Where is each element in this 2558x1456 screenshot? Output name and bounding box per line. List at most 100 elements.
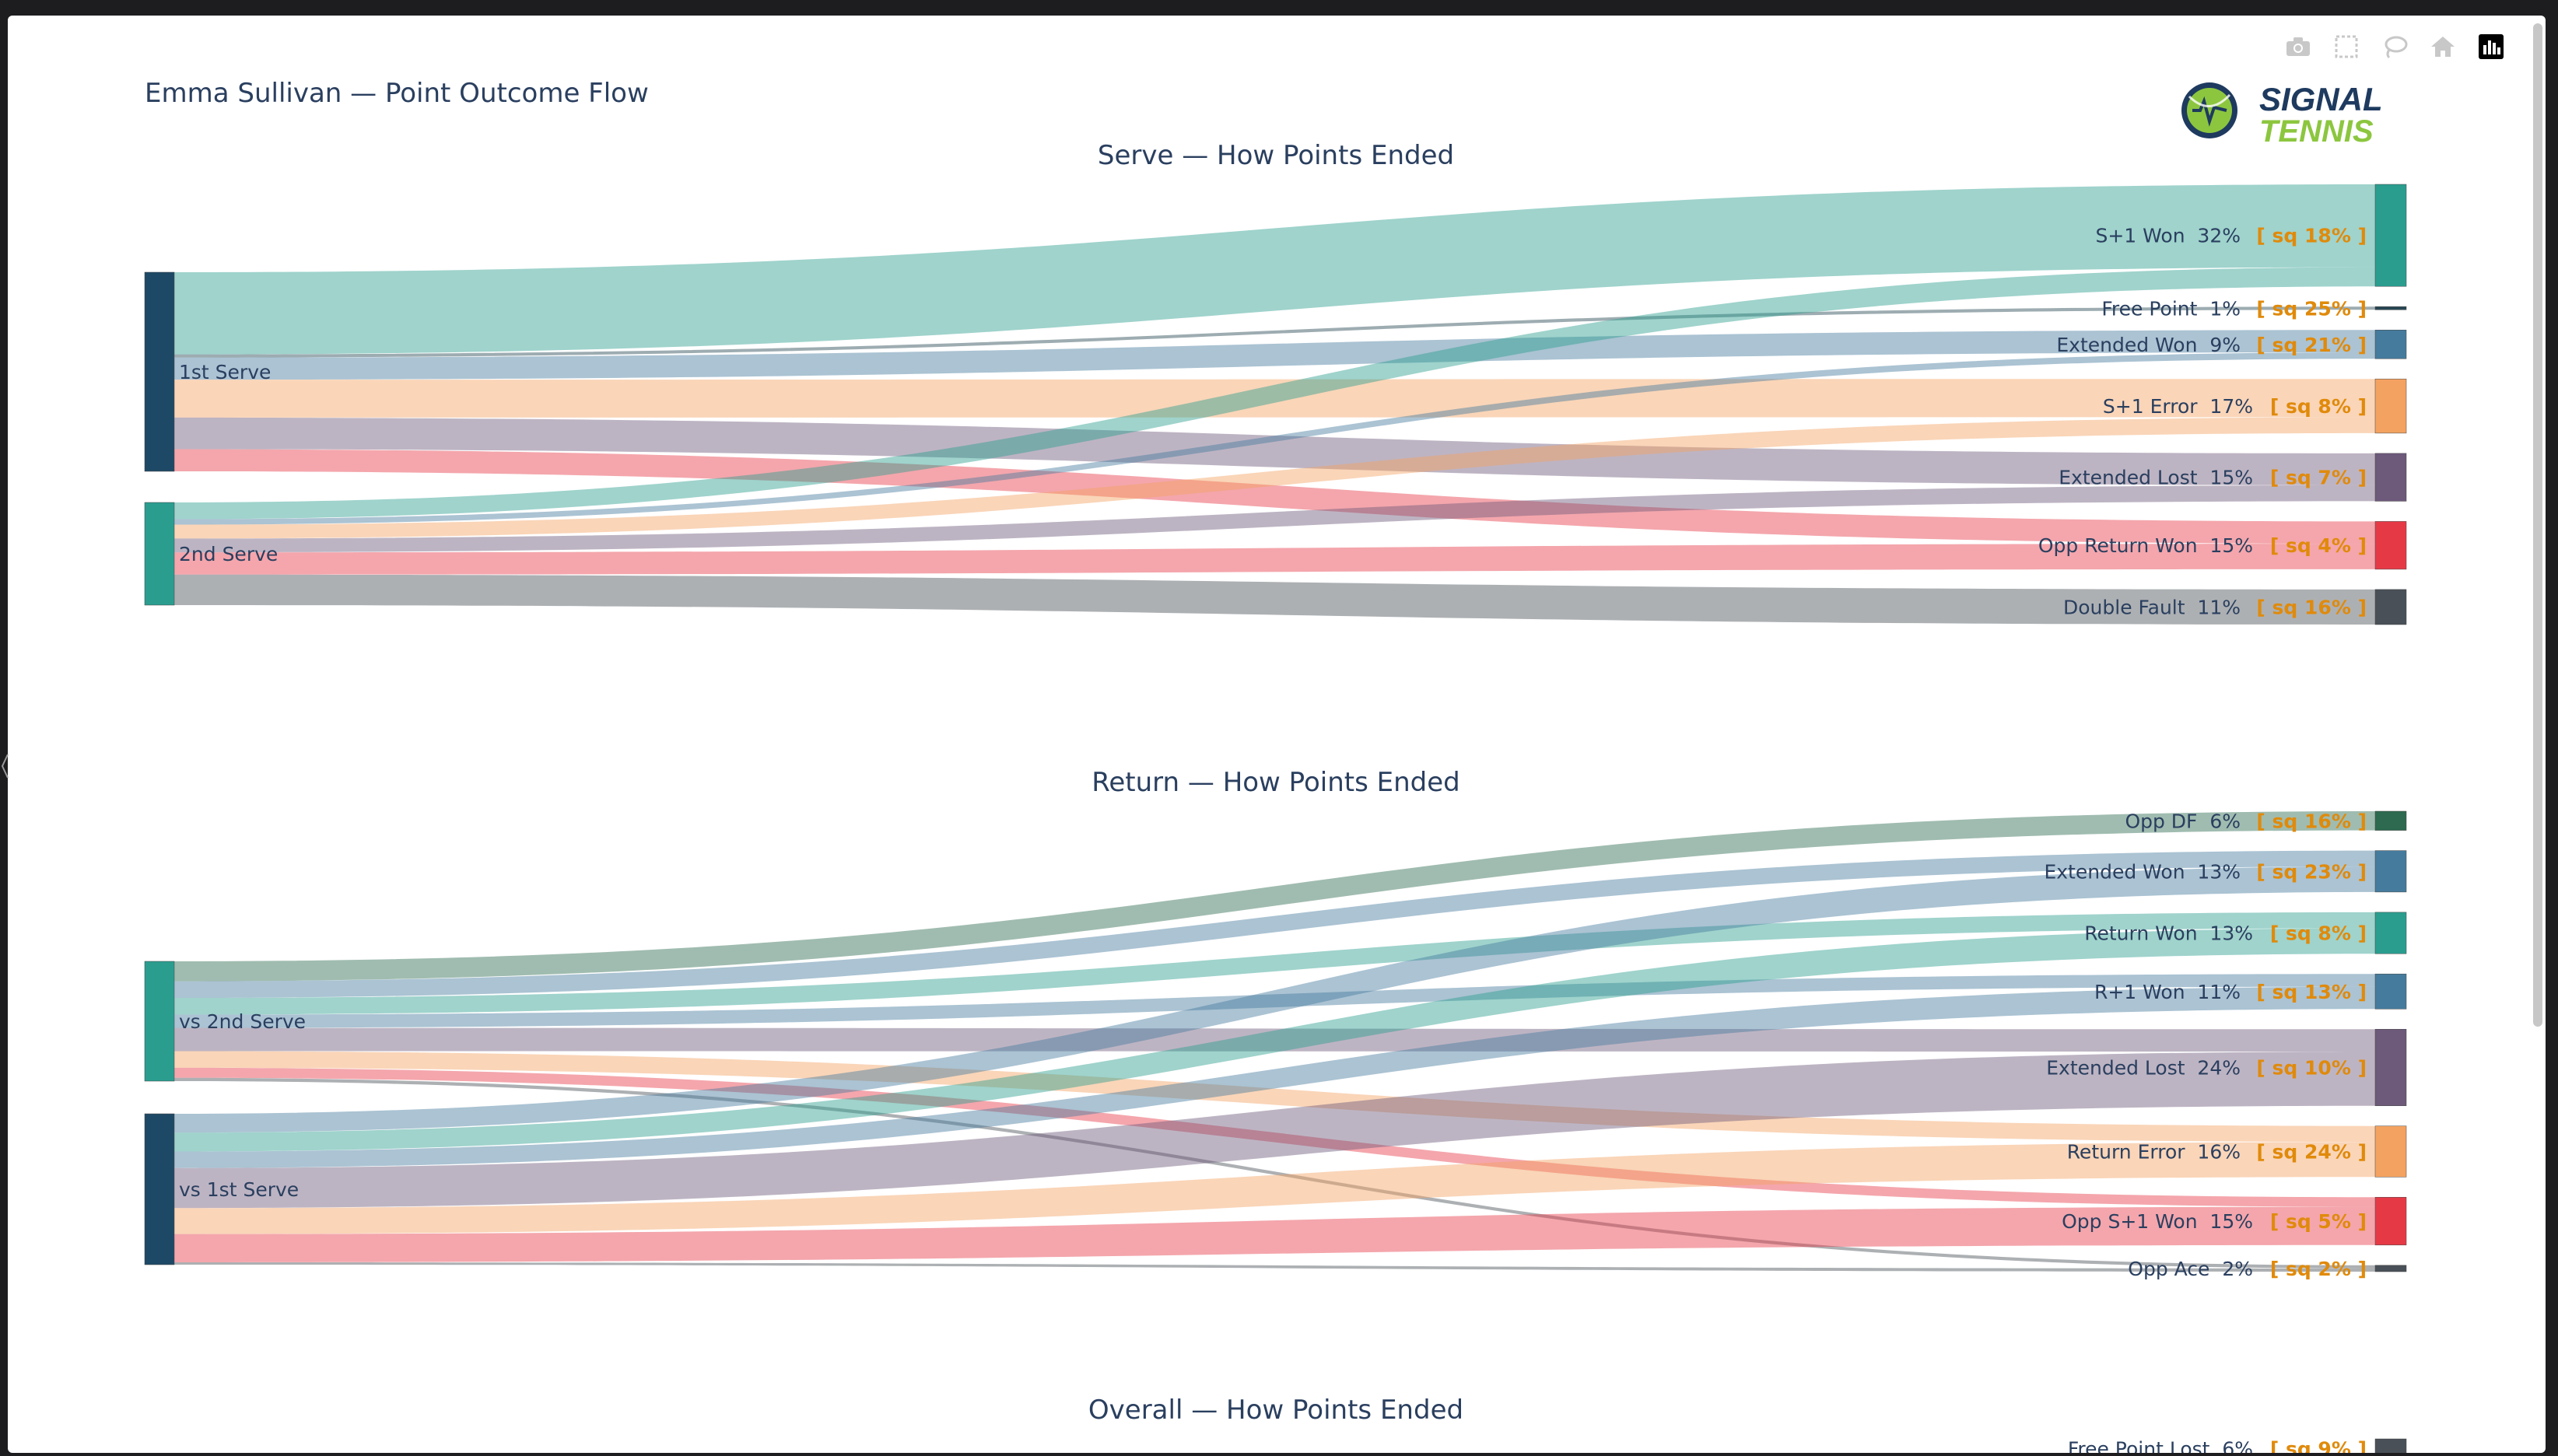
target-label: Return Error 16% [2067,1141,2241,1164]
target-label: Extended Lost 24% [2046,1057,2241,1080]
sankey-link[interactable]: vs 1st Serve → Return Error [174,1142,2375,1234]
target-node[interactable] [2374,589,2407,625]
target-node[interactable] [2374,810,2407,831]
target-label: Double Fault 11% [2063,596,2241,618]
sankey-link[interactable]: vs 1st Serve → Opp S+1 Won [174,1206,2375,1262]
lasso-icon[interactable] [2381,33,2409,61]
target-label: Return Won 13% [2084,922,2253,945]
target-sq-label: [ sq 21% ] [2256,334,2367,356]
sankey-link[interactable]: vs 2nd Serve → Return Error [174,1051,2375,1143]
target-sq-label: [ sq 7% ] [2270,467,2367,489]
source-node[interactable] [144,1113,175,1265]
sankey-link[interactable]: 2nd Serve → Opp Return Won [174,544,2375,575]
target-sq-label: [ sq 23% ] [2256,860,2367,883]
signal-tennis-logo: SIGNAL TENNIS [2178,78,2412,156]
target-sq-label: [ sq 13% ] [2256,981,2367,1003]
sankey-link[interactable]: vs 1st Serve → Extended Lost [174,1052,2375,1209]
sankey-link[interactable]: 2nd Serve → S+1 Error [174,417,2375,539]
sankey-links: 1st Serve → S+1 Won1st Serve → Free Poin… [174,184,2375,625]
sankey-link[interactable]: 1st Serve → Extended Won [174,330,2375,380]
sankey-link[interactable]: 1st Serve → Opp Return Won [174,449,2375,544]
sankey-link[interactable]: 1st Serve → S+1 Error [174,379,2375,418]
target-sq-label: [ sq 25% ] [2256,297,2367,320]
tennis-ball-icon: SIGNAL TENNIS [2181,81,2383,149]
target-label: Opp DF 6% [2125,810,2241,832]
source-node[interactable] [144,271,175,472]
sankey-link[interactable]: vs 2nd Serve → Return Won [174,912,2375,1015]
sankey-link[interactable]: vs 2nd Serve → Opp Ace [174,1077,2375,1269]
target-label: Extended Won 9% [2056,334,2241,356]
sankey-link[interactable]: 2nd Serve → S+1 Won [174,267,2375,520]
target-label: S+1 Won 32% [2095,225,2241,247]
target-sq-label: [ sq 10% ] [2256,1057,2367,1080]
target-label: Extended Won 13% [2044,860,2241,883]
target-node[interactable] [2374,1029,2407,1106]
sankey-link[interactable]: 1st Serve → Free Point [174,306,2375,358]
target-sq-label: [ sq 8% ] [2270,395,2367,418]
source-node[interactable] [144,961,175,1082]
sankey-link[interactable]: vs 1st Serve → Return Won [174,928,2375,1152]
target-node[interactable] [2374,912,2407,954]
sankey-link[interactable]: 1st Serve → S+1 Won [174,184,2375,355]
sankey-link[interactable]: vs 2nd Serve → Opp S+1 Won [174,1067,2375,1207]
target-sq-label: [ sq 9% ] [2270,1437,2367,1453]
target-node[interactable] [2374,521,2407,570]
sankey-title: Overall — How Points Ended [1088,1395,1463,1426]
sankey-plots: Serve — How Points Ended 1st Serve → S+1 … [144,140,2407,1453]
sankey-title: Return — How Points Ended [1092,767,1459,798]
sankey-link[interactable]: vs 1st Serve → R+1 Won [174,986,2375,1168]
target-label: Opp Return Won 15% [2038,534,2253,557]
target-label: S+1 Error 17% [2103,395,2253,418]
source-label: vs 1st Serve [179,1178,299,1201]
source-label: 1st Serve [179,361,271,383]
sankey-link[interactable]: vs 2nd Serve → Extended Lost [174,1027,2375,1052]
source-node[interactable] [144,502,175,606]
target-sq-label: [ sq 8% ] [2270,922,2367,945]
target-node[interactable] [2374,378,2407,434]
sankey-figure: Emma Sullivan — Point Outcome Flow Serve… [144,78,2407,1453]
sankey-link[interactable]: vs 2nd Serve → Extended Won [174,850,2375,999]
sankey-links: vs 2nd Serve → Opp DFvs 2nd Serve → Exte… [174,811,2375,1272]
source-label: vs 2nd Serve [179,1010,306,1033]
sankey-link[interactable]: 2nd Serve → Extended Won [174,352,2375,525]
sankey-link[interactable]: 1st Serve → Extended Lost [174,417,2375,485]
target-sq-label: [ sq 16% ] [2256,810,2367,832]
sankey-link[interactable]: vs 2nd Serve → Opp DF [174,811,2375,982]
collapse-chevron-icon[interactable] [0,747,9,786]
target-node[interactable] [2374,453,2407,502]
box-select-icon[interactable] [2332,33,2360,61]
target-sq-label: [ sq 16% ] [2256,596,2367,618]
target-node[interactable] [2374,1265,2407,1272]
target-node[interactable] [2374,1125,2407,1178]
target-node[interactable] [2374,184,2407,287]
logo-line2: TENNIS [2259,114,2374,149]
target-node[interactable] [2374,1197,2407,1246]
sankey-link[interactable]: 2nd Serve → Double Fault [174,574,2375,625]
target-sq-label: [ sq 4% ] [2270,534,2367,557]
plotly-logo-icon[interactable] [2477,33,2505,61]
target-node[interactable] [2374,1438,2407,1453]
target-sq-label: [ sq 5% ] [2270,1210,2367,1233]
target-node[interactable] [2374,330,2407,359]
target-node[interactable] [2374,306,2407,310]
sankey-link[interactable]: vs 1st Serve → Opp Ace [174,1262,2375,1272]
chart-panel: Emma Sullivan — Point Outcome Flow Serve… [8,16,2546,1453]
sankey-link[interactable]: vs 1st Serve → Extended Won [174,866,2375,1133]
target-label: Extended Lost 15% [2059,467,2253,489]
plot-modebar [2284,33,2505,61]
sankey-2: Overall — How Points Ended [ sq 9% ] Free … [1088,1395,2407,1453]
sankey-title: Serve — How Points Ended [1098,140,1454,171]
target-label: Opp S+1 Won 15% [2062,1210,2253,1233]
target-sq-label: [ sq 18% ] [2256,225,2367,247]
target-label: Opp Ace 2% [2128,1258,2253,1280]
sankey-link[interactable]: vs 2nd Serve → R+1 Won [174,974,2375,1028]
sankey-link[interactable]: 2nd Serve → Extended Lost [174,485,2375,553]
target-node[interactable] [2374,850,2407,893]
camera-icon[interactable] [2284,33,2312,61]
vertical-scrollbar[interactable] [2533,23,2542,1027]
target-sq-label: [ sq 2% ] [2270,1258,2367,1280]
target-node[interactable] [2374,973,2407,1010]
home-icon[interactable] [2429,33,2457,61]
sankey-0: Serve — How Points Ended 1st Serve → S+1 … [144,140,2407,625]
sankey-1: Return — How Points Ended vs 2nd Serve → … [144,767,2407,1280]
